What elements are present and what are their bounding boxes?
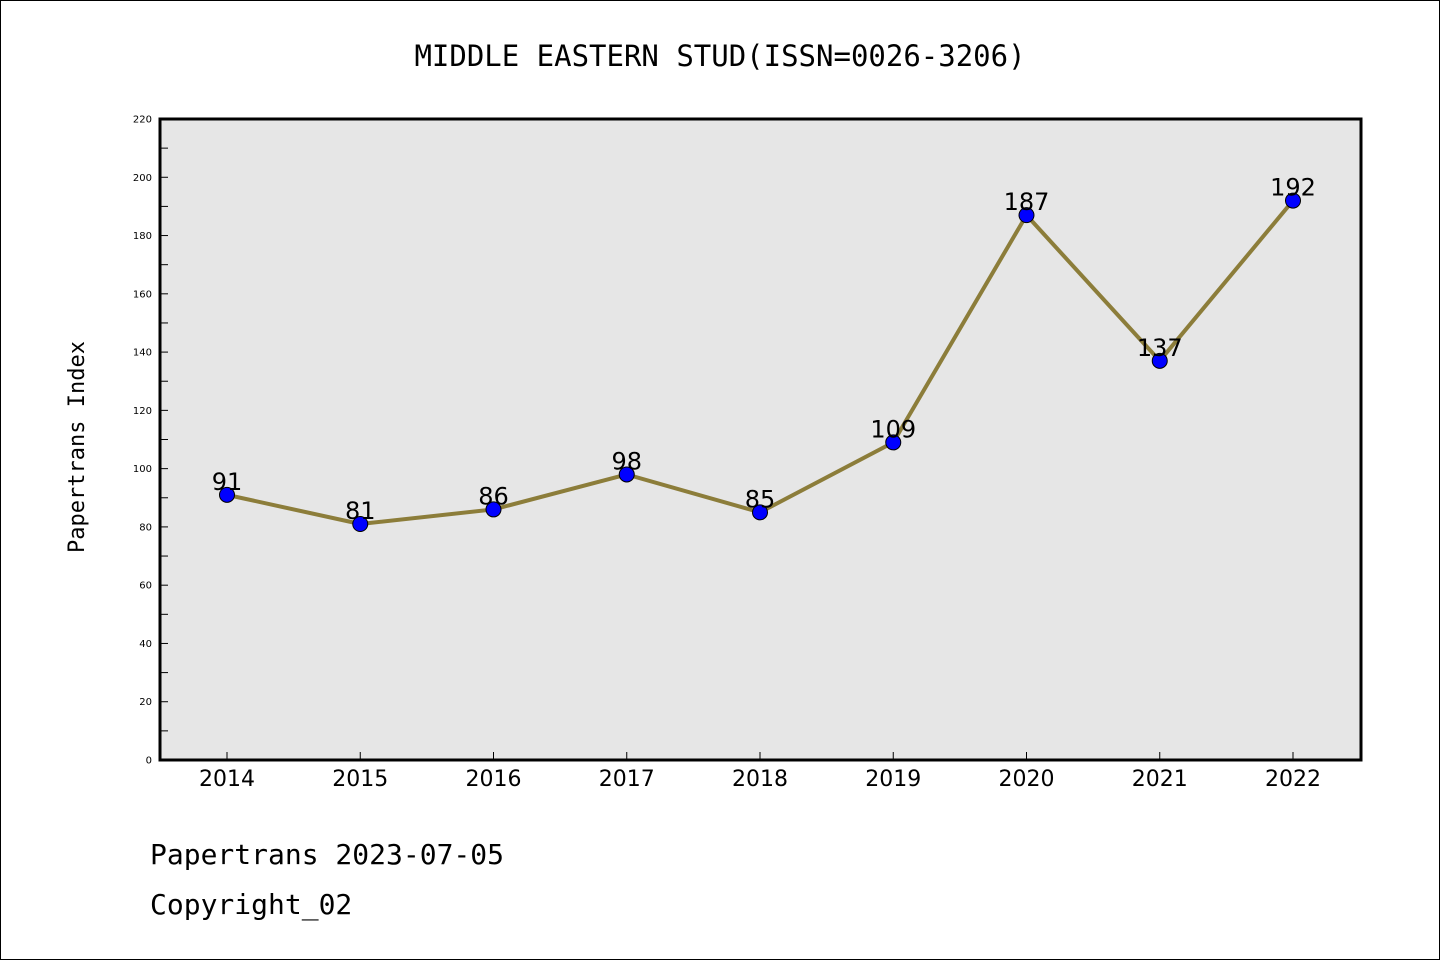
y-tick-label: 20 (139, 697, 152, 708)
x-tick-label: 2015 (332, 767, 388, 792)
y-tick-label: 0 (146, 756, 152, 767)
x-axis: 2014 2015 2016 2017 2018 2019 2020 2021 2022 (199, 752, 1321, 792)
series-layer: 91 81 86 98 85 109 187 137 192 (212, 174, 1316, 532)
data-label: 109 (870, 415, 916, 443)
x-tick-label: 2014 (199, 767, 255, 792)
data-point (618, 466, 635, 483)
data-label: 81 (345, 497, 376, 525)
data-point (352, 515, 369, 532)
x-tick-label: 2019 (865, 767, 921, 792)
y-tick-label: 180 (133, 231, 152, 242)
y-tick-label: 160 (133, 289, 152, 300)
x-tick-label: 2021 (1132, 767, 1188, 792)
data-point (1018, 207, 1035, 224)
y-tick-label: 80 (139, 522, 152, 533)
y-tick-label: 60 (139, 581, 152, 592)
footer-date: Papertrans 2023-07-05 (150, 838, 504, 871)
y-tick-label: 220 (133, 115, 152, 126)
data-point (885, 434, 902, 451)
chart-title: MIDDLE EASTERN STUD(ISSN=0026-3206) (414, 39, 1025, 73)
plot-area (158, 117, 1363, 762)
data-point (485, 501, 502, 518)
data-point (1151, 352, 1168, 369)
y-axis-label: Papertrans Index (65, 341, 90, 553)
data-label: 86 (478, 482, 509, 510)
x-tick-label: 2022 (1265, 767, 1321, 792)
y-tick-label: 120 (133, 406, 152, 417)
footer-copyright: Copyright_02 (150, 888, 352, 922)
data-point (219, 486, 235, 503)
data-point (1285, 192, 1301, 209)
data-label: 137 (1137, 334, 1183, 362)
data-point (752, 504, 768, 521)
data-label: 85 (745, 485, 776, 513)
y-tick-label: 200 (133, 173, 152, 184)
x-tick-label: 2020 (999, 767, 1055, 792)
y-tick-label: 40 (139, 639, 152, 650)
y-axis: 0 20 40 60 80 100 120 140 160 180 200 220 (133, 115, 168, 767)
x-tick-label: 2018 (732, 767, 788, 792)
data-label: 187 (1004, 188, 1050, 216)
y-tick-label: 100 (133, 464, 152, 475)
data-label: 192 (1270, 174, 1316, 202)
y-tick-label: 140 (133, 348, 152, 359)
data-label: 91 (212, 468, 243, 496)
data-label: 98 (611, 447, 642, 475)
x-tick-label: 2016 (466, 767, 522, 792)
x-tick-label: 2017 (599, 767, 655, 792)
